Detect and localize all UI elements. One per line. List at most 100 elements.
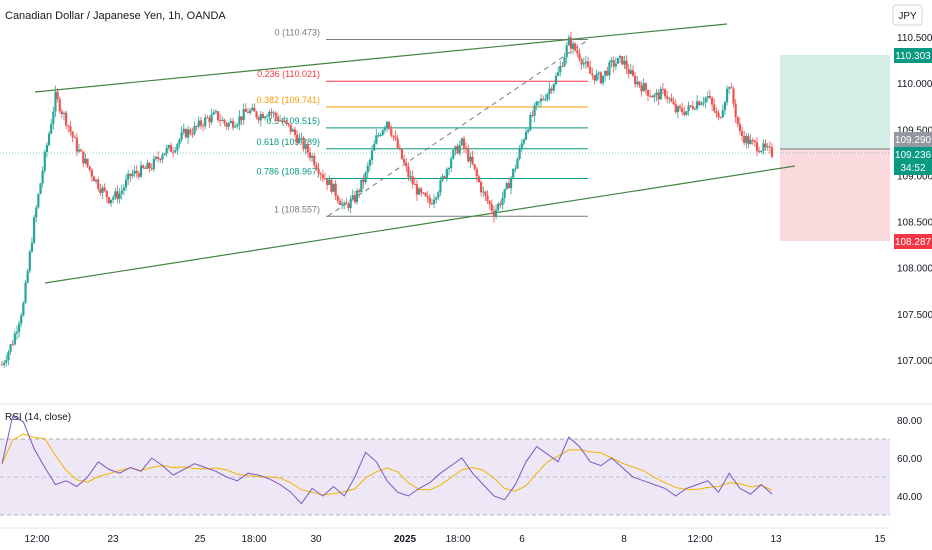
- stop-loss-badge[interactable]: 108.287: [894, 234, 932, 249]
- candle-body: [385, 121, 389, 128]
- candle-body: [584, 61, 588, 64]
- candle-body: [730, 87, 733, 89]
- candle-body: [625, 60, 628, 70]
- price-scale[interactable]: 110.500 110.000 109.500 109.000 108.500 108.0…: [897, 33, 932, 367]
- candle-body: [298, 138, 301, 143]
- candle-body: [150, 168, 153, 170]
- candle-body: [219, 120, 222, 122]
- candle-body: [450, 158, 453, 169]
- candle-body: [623, 60, 626, 65]
- candle-body: [518, 148, 521, 159]
- candle-body: [535, 101, 538, 106]
- price-tick-label: 108.500: [897, 218, 932, 229]
- candle-body: [477, 176, 481, 183]
- rsi-tick-label: 80.00: [897, 416, 922, 427]
- candle-body: [550, 88, 553, 91]
- candle-body: [189, 129, 192, 134]
- candle-body: [351, 195, 354, 200]
- fib-level-label: 0.382 (109.741): [256, 95, 320, 105]
- channel-lower-line[interactable]: [44, 165, 796, 284]
- candle-body: [319, 173, 322, 175]
- candle-body: [599, 72, 602, 84]
- candle-body: [574, 43, 577, 51]
- entry-badge[interactable]: 109.290: [894, 132, 932, 147]
- candle-body: [537, 101, 540, 103]
- candle-body: [390, 129, 393, 136]
- time-tick-label: 23: [107, 534, 119, 545]
- candle-body: [302, 137, 305, 149]
- price-tick-label: 110.000: [897, 79, 932, 90]
- candle-body: [471, 156, 474, 165]
- rsi-scale[interactable]: 80.00 60.00 40.00: [897, 416, 922, 503]
- candle-body: [62, 112, 66, 114]
- candle-body: [576, 50, 579, 54]
- candle-body: [629, 70, 632, 74]
- fib-level-label: 0 (110.473): [275, 27, 320, 37]
- candle-body: [586, 61, 590, 67]
- candle-body: [56, 91, 59, 99]
- candle-body: [306, 144, 309, 153]
- candle-body: [708, 95, 712, 98]
- candle-body: [462, 138, 466, 148]
- time-tick-label: 25: [194, 534, 206, 545]
- candle-countdown: 34:52: [900, 163, 925, 174]
- candle-body: [272, 112, 275, 114]
- candle-body: [54, 91, 57, 112]
- time-tick-label: 30: [310, 534, 322, 545]
- candle-body: [257, 117, 260, 121]
- candle-body: [287, 123, 290, 125]
- candle-body: [396, 138, 399, 148]
- candle-body: [571, 43, 575, 49]
- entry-value: 109.290: [895, 135, 932, 146]
- candle-body: [554, 75, 558, 85]
- candle-body: [204, 117, 207, 127]
- candle-body: [221, 119, 224, 121]
- channel-upper-line[interactable]: [34, 23, 728, 93]
- time-tick-label: 13: [770, 534, 782, 545]
- candle-body: [274, 112, 277, 117]
- candle-body: [11, 344, 14, 346]
- candle-body: [569, 37, 573, 49]
- candle-body: [199, 120, 203, 126]
- candle-body: [39, 183, 42, 195]
- candle-body: [127, 173, 130, 180]
- candle-body: [368, 159, 371, 166]
- candle-body: [167, 145, 170, 148]
- candle-body: [548, 88, 551, 95]
- candle-body: [253, 107, 256, 112]
- fibonacci-retracement[interactable]: 0 (110.473) 0.236 (110.021) 0.382 (109.741…: [256, 27, 588, 217]
- candle-body: [435, 197, 438, 200]
- price-tick-label: 109.000: [897, 171, 932, 182]
- candle-body: [47, 133, 51, 146]
- candle-body: [608, 62, 611, 76]
- current-price-badge[interactable]: 109.236 34:52: [894, 147, 932, 175]
- candle-body: [338, 200, 342, 205]
- candle-body: [174, 150, 177, 152]
- candle-body: [285, 120, 288, 124]
- candle-body: [332, 183, 335, 192]
- time-tick-label: 15: [874, 534, 886, 545]
- candle-body: [698, 101, 701, 106]
- candle-body: [693, 108, 697, 110]
- profit-zone[interactable]: [780, 55, 890, 149]
- time-tick-label: 6: [519, 534, 525, 545]
- candle-body: [725, 88, 729, 103]
- candle-body: [689, 105, 692, 107]
- candle-body: [614, 63, 617, 67]
- candle-body: [753, 140, 756, 143]
- rsi-label[interactable]: RSI (14, close): [5, 412, 71, 423]
- candle-body: [454, 146, 457, 151]
- candle-body: [527, 129, 530, 132]
- candle-body: [672, 101, 675, 105]
- candle-body: [606, 70, 609, 76]
- currency-button[interactable]: JPY: [892, 4, 923, 26]
- candle-body: [480, 182, 483, 193]
- candle-body: [343, 202, 346, 204]
- candle-body: [439, 180, 442, 193]
- take-profit-badge[interactable]: 110.303: [894, 48, 932, 63]
- candle-body: [604, 70, 607, 76]
- candle-body: [494, 209, 498, 217]
- loss-zone[interactable]: [780, 149, 890, 241]
- time-scale[interactable]: 12:00 23 25 18:00 30 2025 18:00 6 8 12:00 13 15: [24, 534, 886, 545]
